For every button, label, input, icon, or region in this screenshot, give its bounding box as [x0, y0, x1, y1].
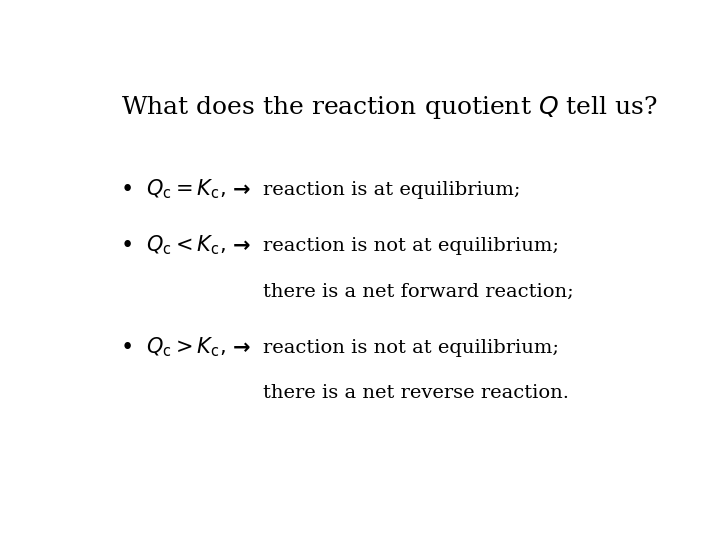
Text: •: •	[121, 336, 134, 359]
Text: reaction is at equilibrium;: reaction is at equilibrium;	[263, 180, 521, 199]
Text: What does the reaction quotient $\mathit{Q}$ tell us?: What does the reaction quotient $\mathit…	[121, 94, 657, 121]
Text: $\mathit{Q}_{\mathrm{c}} > \mathit{K}_{\mathrm{c}},$: $\mathit{Q}_{\mathrm{c}} > \mathit{K}_{\…	[145, 336, 225, 359]
Text: there is a net forward reaction;: there is a net forward reaction;	[263, 282, 574, 300]
Text: $\mathit{Q}_{\mathrm{c}} < \mathit{K}_{\mathrm{c}},$: $\mathit{Q}_{\mathrm{c}} < \mathit{K}_{\…	[145, 234, 225, 258]
Text: →: →	[233, 235, 250, 255]
Text: →: →	[233, 338, 250, 357]
Text: •: •	[121, 179, 134, 200]
Text: •: •	[121, 235, 134, 256]
Text: reaction is not at equilibrium;: reaction is not at equilibrium;	[263, 339, 559, 356]
Text: reaction is not at equilibrium;: reaction is not at equilibrium;	[263, 237, 559, 255]
Text: $\mathit{Q}_{\mathrm{c}} = \mathit{K}_{\mathrm{c}},$: $\mathit{Q}_{\mathrm{c}} = \mathit{K}_{\…	[145, 178, 225, 201]
Text: →: →	[233, 179, 250, 200]
Text: there is a net reverse reaction.: there is a net reverse reaction.	[263, 384, 569, 402]
